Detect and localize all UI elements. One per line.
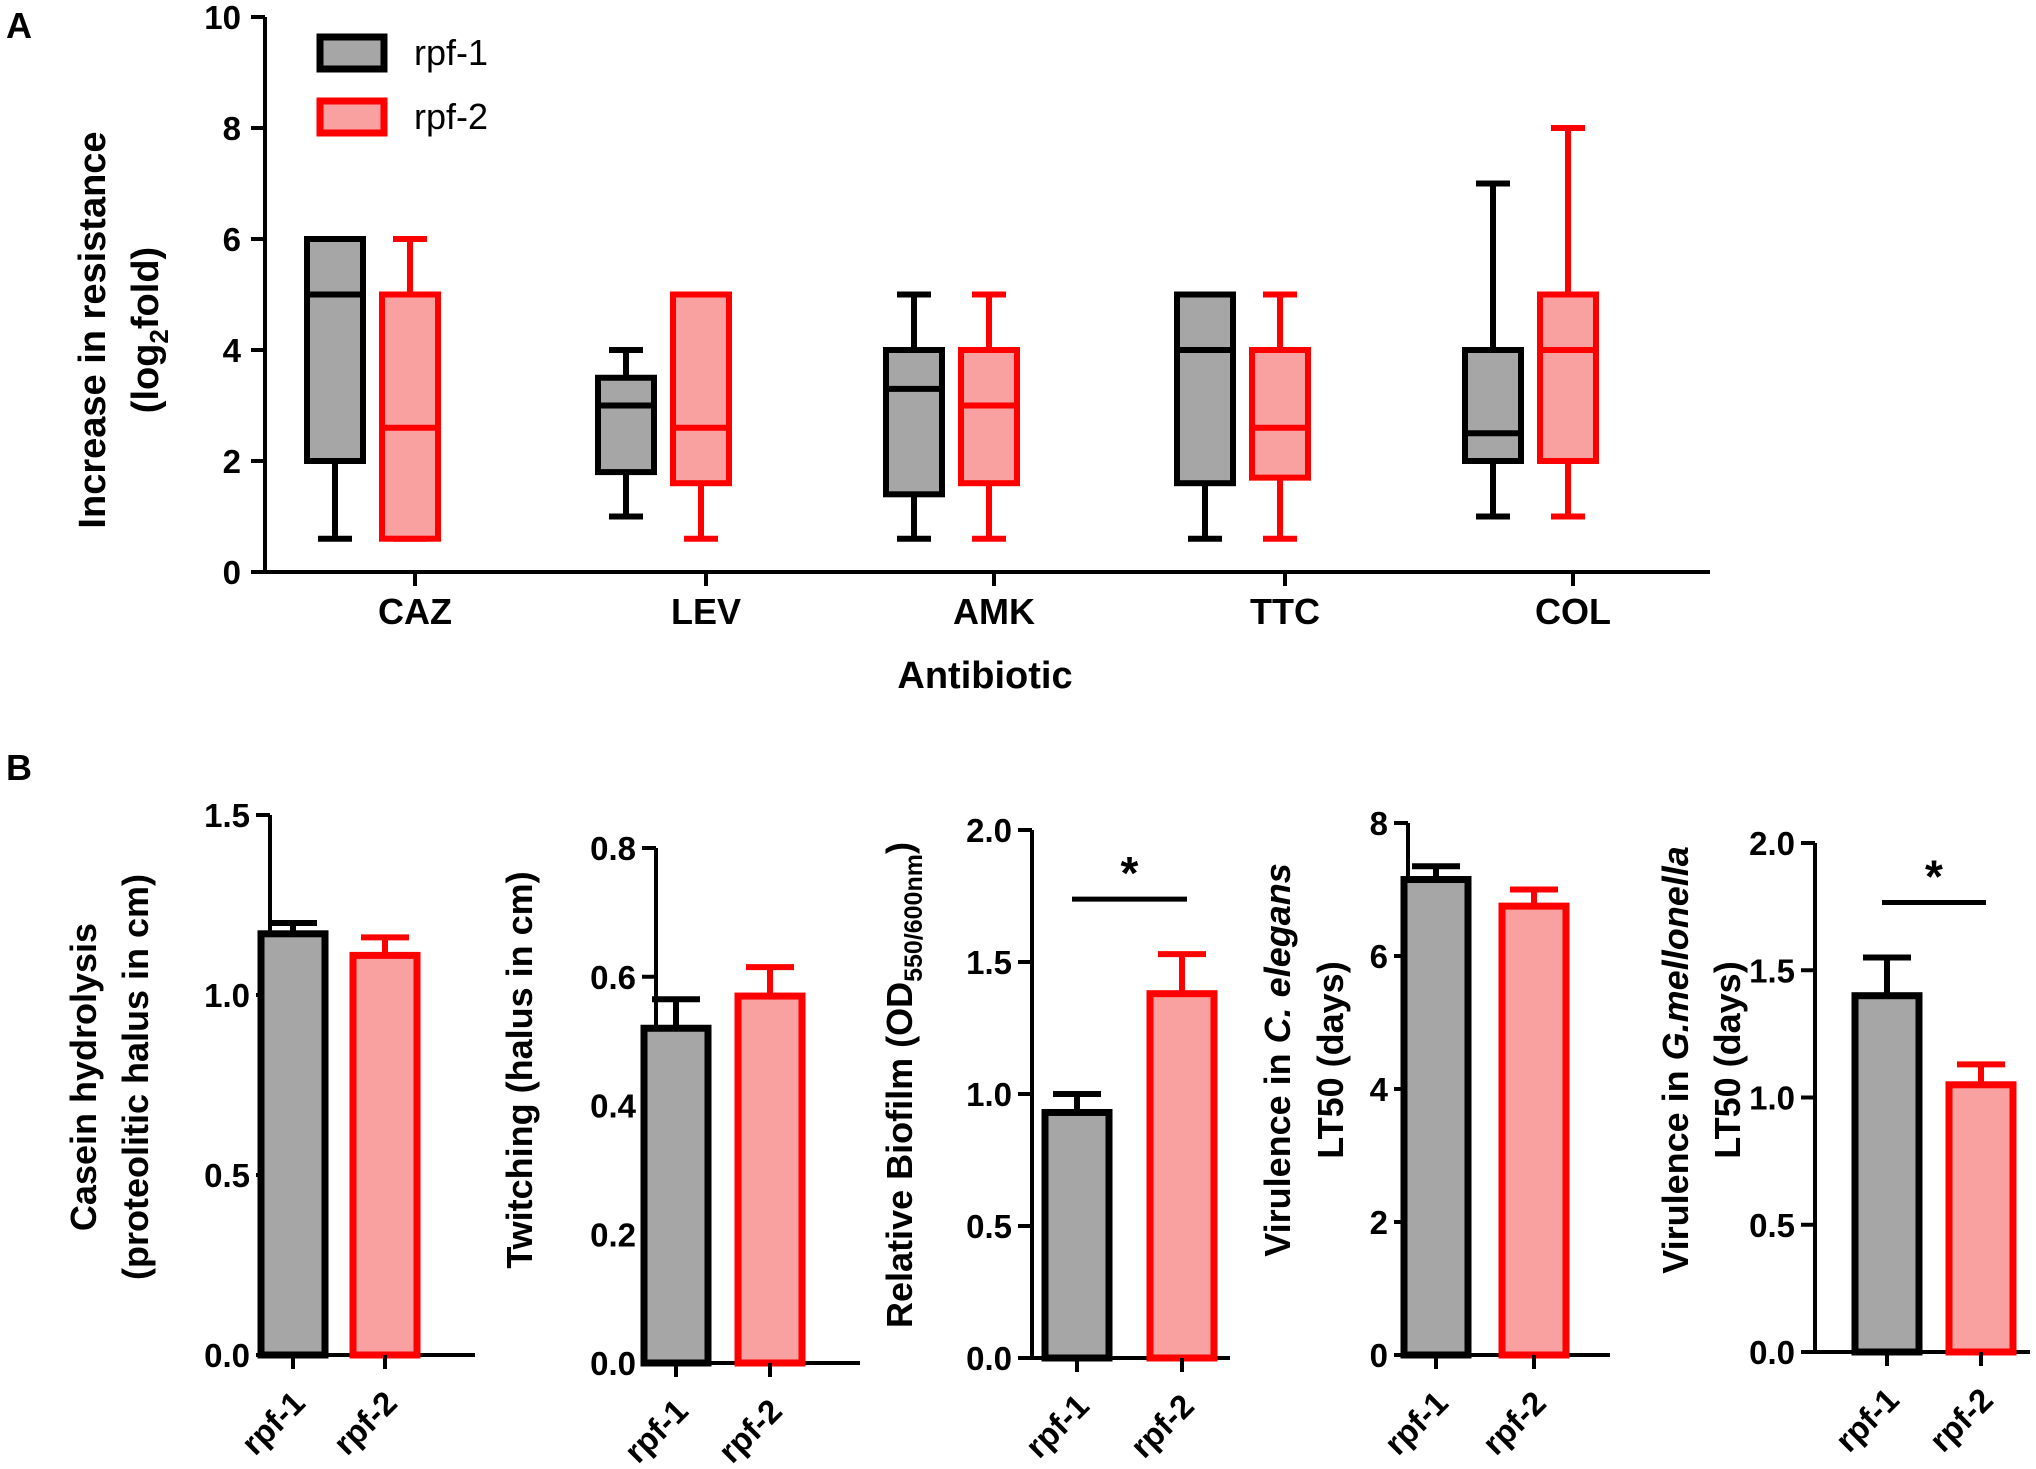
box-plot-xlabel: Antibiotic xyxy=(897,655,1072,697)
y-tick-label: 0.4 xyxy=(590,1088,637,1125)
y-tick-label: 0.0 xyxy=(590,1345,636,1382)
bar-rpf-1 xyxy=(1041,1108,1113,1362)
y-tick-label: 0.0 xyxy=(204,1337,250,1374)
panel-label-a: A xyxy=(6,5,32,46)
box-rpf-1-AMK xyxy=(883,347,945,498)
bar-rpf-1 xyxy=(1400,876,1472,1359)
x-tick-label: rpf-1 xyxy=(1828,1381,1906,1459)
significance-star: * xyxy=(1925,851,1943,903)
bar-rpf-1 xyxy=(640,1024,712,1367)
box-rpf-2-AMK xyxy=(958,347,1020,487)
box-plot-ylabel-line1: Increase in resistance xyxy=(72,131,114,528)
bar-rpf-1 xyxy=(257,930,329,1359)
legend-label-rpf-2: rpf-2 xyxy=(414,96,488,137)
y-tick-label: 0.0 xyxy=(1749,1334,1795,1371)
box-rpf-1-CAZ xyxy=(304,236,366,464)
y-tick-label: 1.0 xyxy=(1749,1080,1795,1117)
y-tick-label: 0.5 xyxy=(1749,1207,1795,1244)
x-tick-label: rpf-2 xyxy=(711,1392,789,1469)
x-tick-label: rpf-2 xyxy=(1475,1384,1553,1462)
biofilm-ylabel: Relative Biofilm (OD550/600nm) xyxy=(879,842,928,1328)
bar-rpf-2 xyxy=(349,951,421,1359)
y-tick-label: 1.0 xyxy=(966,1076,1012,1113)
y-tick-label: 0 xyxy=(223,554,241,591)
x-tick-label: rpf-2 xyxy=(1922,1381,2000,1459)
x-tick-label: TTC xyxy=(1250,591,1320,632)
panel-label-b: B xyxy=(6,747,32,788)
g-mellonella-ylabel-line1: Virulence in G.mellonella xyxy=(1655,846,1696,1274)
bar-rpf-2 xyxy=(1945,1081,2017,1356)
y-tick-label: 0.6 xyxy=(590,959,636,996)
y-tick-label: 10 xyxy=(204,0,241,36)
box-plot-chart: 0 2 4 6 8 10 CAZ LEV AMK TTC COL xyxy=(204,0,1710,632)
y-tick-label: 0 xyxy=(1370,1337,1388,1374)
casein-ylabel-line2: (proteolitic halus in cm) xyxy=(115,874,156,1280)
x-tick-label: rpf-1 xyxy=(617,1392,695,1469)
y-tick-label: 1.5 xyxy=(204,797,250,834)
y-tick-label: 0.5 xyxy=(966,1208,1012,1245)
bar-rpf-2 xyxy=(734,992,806,1367)
box-rpf-1-COL xyxy=(1462,347,1524,464)
bar-rpf-1 xyxy=(1851,992,1923,1356)
twitching-ylabel: Twitching (halus in cm) xyxy=(499,871,540,1268)
box-rpf-2-CAZ xyxy=(379,291,441,542)
y-tick-label: 1.5 xyxy=(1749,952,1795,989)
biofilm-bar-chart: 0.0 0.5 1.0 1.5 2.0 rpf-1 rpf-2 * xyxy=(966,812,1230,1465)
g-mellonella-bar-chart: 0.0 0.5 1.0 1.5 2.0 rpf-1 rpf-2 * xyxy=(1749,825,2030,1459)
twitching-bar-chart: 0.0 0.2 0.4 0.6 0.8 rpf-1 rpf-2 xyxy=(590,830,860,1469)
g-mellonella-ylabel-line2: LT50 (days) xyxy=(1707,961,1748,1158)
y-tick-label: 2 xyxy=(1370,1204,1388,1241)
y-tick-label: 0.5 xyxy=(204,1157,250,1194)
y-tick-label: 8 xyxy=(1370,805,1388,842)
y-tick-label: 0.2 xyxy=(590,1216,636,1253)
box-rpf-1-LEV xyxy=(595,374,657,476)
x-tick-label: rpf-1 xyxy=(234,1384,312,1462)
box-rpf-2-LEV xyxy=(670,291,732,487)
y-tick-label: 6 xyxy=(223,221,241,258)
x-tick-label: COL xyxy=(1535,591,1611,632)
y-tick-label: 4 xyxy=(1370,1071,1389,1108)
y-tick-label: 0.0 xyxy=(966,1340,1012,1377)
x-tick-label: rpf-2 xyxy=(1123,1387,1201,1465)
y-tick-label: 2 xyxy=(223,443,241,480)
x-tick-label: rpf-1 xyxy=(1377,1384,1455,1462)
legend-swatch-rpf-1 xyxy=(316,33,388,73)
box-rpf-1-TTC xyxy=(1174,291,1236,487)
y-tick-label: 6 xyxy=(1370,938,1388,975)
bar-rpf-2 xyxy=(1146,990,1218,1362)
y-tick-label: 4 xyxy=(223,332,242,369)
box-plot-ylabel-line2: (log2fold) xyxy=(125,247,174,413)
bar-rpf-2 xyxy=(1498,902,1570,1359)
x-tick-label: LEV xyxy=(671,591,741,632)
x-tick-label: rpf-1 xyxy=(1018,1387,1096,1465)
y-tick-label: 2.0 xyxy=(1749,825,1795,862)
box-rpf-2-COL xyxy=(1537,291,1599,464)
x-tick-label: rpf-2 xyxy=(326,1384,404,1462)
c-elegans-ylabel-line2: LT50 (days) xyxy=(1310,961,1351,1158)
box-rpf-2-TTC xyxy=(1249,347,1311,481)
c-elegans-bar-chart: 0 2 4 6 8 rpf-1 rpf-2 xyxy=(1370,805,1610,1462)
x-tick-label: AMK xyxy=(953,591,1035,632)
significance-star: * xyxy=(1121,847,1139,899)
x-tick-label: CAZ xyxy=(378,591,452,632)
y-tick-label: 8 xyxy=(223,110,241,147)
y-tick-label: 2.0 xyxy=(966,812,1012,849)
y-tick-label: 0.8 xyxy=(590,830,636,867)
legend-label-rpf-1: rpf-1 xyxy=(414,32,488,73)
casein-bar-chart: 0.0 0.5 1.0 1.5 rpf-1 rpf-2 xyxy=(204,797,475,1462)
casein-ylabel-line1: Casein hydrolysis xyxy=(63,923,104,1231)
legend-swatch-rpf-2 xyxy=(316,97,388,137)
y-tick-label: 1.0 xyxy=(204,977,250,1014)
y-tick-label: 1.5 xyxy=(966,944,1012,981)
c-elegans-ylabel-line1: Virulence in C. elegans xyxy=(1257,863,1298,1257)
